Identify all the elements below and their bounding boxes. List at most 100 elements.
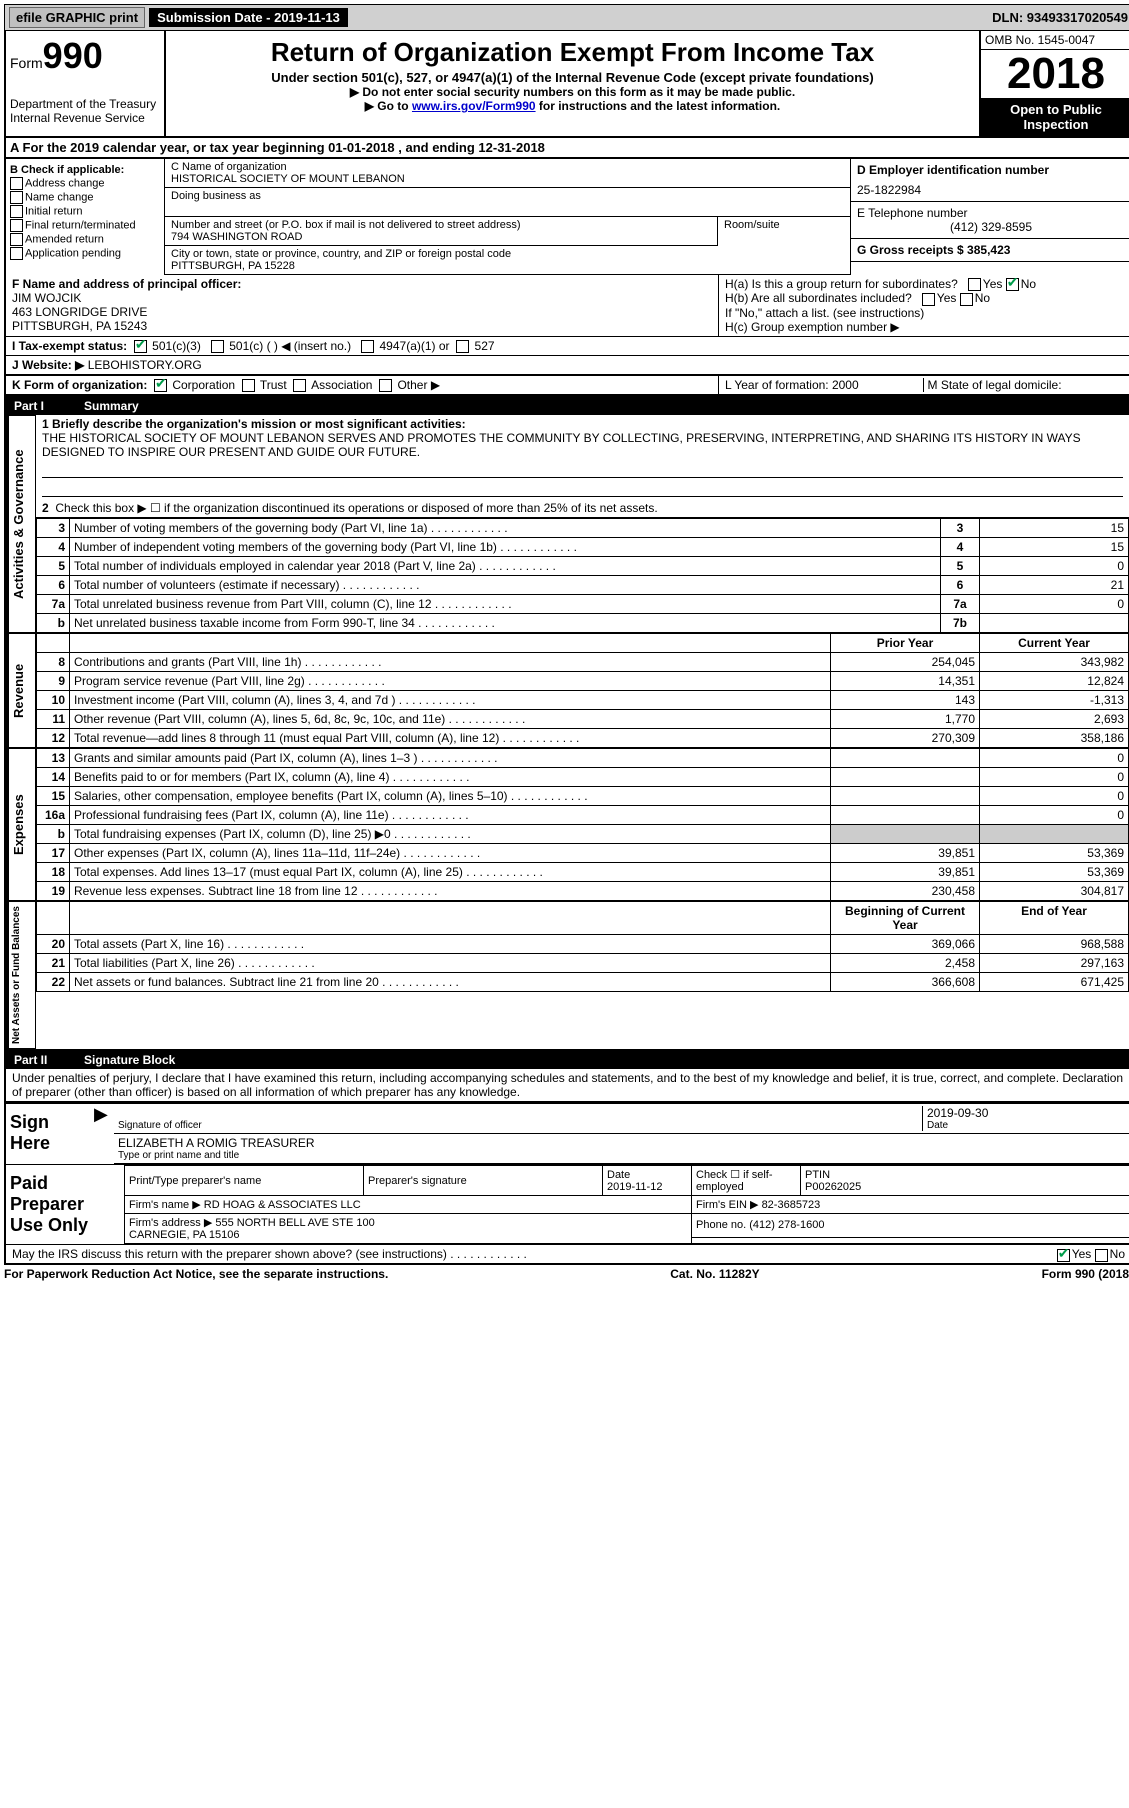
firm-phone: Phone no. (412) 278-1600 <box>692 1214 1129 1237</box>
room-cell: Room/suite <box>718 217 850 246</box>
sign-body: Signature of officer 2019-09-30 Date ELI… <box>114 1104 1129 1164</box>
section-lm: L Year of formation: 2000 M State of leg… <box>718 376 1129 394</box>
declaration: Under penalties of perjury, I declare th… <box>6 1069 1129 1101</box>
table-row: 19Revenue less expenses. Subtract line 1… <box>37 882 1129 901</box>
part-ii-header: Part II Signature Block <box>6 1051 1129 1069</box>
mission-text: THE HISTORICAL SOCIETY OF MOUNT LEBANON … <box>42 431 1123 459</box>
phone-cell: E Telephone number (412) 329-8595 <box>851 202 1129 239</box>
discuss-no[interactable] <box>1095 1249 1108 1262</box>
chk-501c3[interactable] <box>134 340 147 353</box>
chk-address[interactable]: Address change <box>10 177 160 190</box>
rev-table: Prior YearCurrent Year8Contributions and… <box>36 633 1129 748</box>
prep-label: Paid Preparer Use Only <box>6 1165 124 1244</box>
row-i: I Tax-exempt status: 501(c)(3) 501(c) ( … <box>4 337 1129 356</box>
header-right: OMB No. 1545-0047 2018 Open to Public In… <box>979 31 1129 136</box>
block-bcd: B Check if applicable: Address change Na… <box>4 159 1129 275</box>
chk-pending[interactable]: Application pending <box>10 247 160 260</box>
table-row: 17Other expenses (Part IX, column (A), l… <box>37 844 1129 863</box>
table-row: 18Total expenses. Add lines 13–17 (must … <box>37 863 1129 882</box>
chk-name[interactable]: Name change <box>10 191 160 204</box>
j-label: J Website: ▶ <box>12 358 84 372</box>
exp-content: 13Grants and similar amounts paid (Part … <box>36 748 1129 901</box>
discuss-yes[interactable] <box>1057 1249 1070 1262</box>
chk-trust[interactable] <box>242 379 255 392</box>
prep-sig-lbl: Preparer's signature <box>364 1166 603 1196</box>
submission-date: Submission Date - 2019-11-13 <box>149 8 348 27</box>
ein-cell: D Employer identification number 25-1822… <box>851 159 1129 202</box>
discuss-text: May the IRS discuss this return with the… <box>12 1247 527 1261</box>
city: PITTSBURGH, PA 15228 <box>171 260 844 272</box>
h-b: H(b) Are all subordinates included? Yes … <box>725 291 1125 305</box>
chk-501c[interactable] <box>211 340 224 353</box>
section-h: H(a) Is this a group return for subordin… <box>718 275 1129 336</box>
chk-initial[interactable]: Initial return <box>10 205 160 218</box>
street-label: Number and street (or P.O. box if mail i… <box>171 219 711 231</box>
gov-table: 3Number of voting members of the governi… <box>36 518 1129 633</box>
table-row: 8Contributions and grants (Part VIII, li… <box>37 653 1129 672</box>
chk-assoc[interactable] <box>293 379 306 392</box>
part-ii-title: Signature Block <box>84 1053 175 1067</box>
table-row: 21Total liabilities (Part X, line 26)2,4… <box>37 954 1129 973</box>
efile-print-button[interactable]: efile GRAPHIC print <box>9 7 145 28</box>
note-pre: ▶ Go to <box>365 99 412 113</box>
h-b-note: If "No," attach a list. (see instruction… <box>725 306 1125 320</box>
officer-addr1: 463 LONGRIDGE DRIVE <box>12 305 712 319</box>
chk-corp[interactable] <box>154 379 167 392</box>
prep-ptin: PTINP00262025 <box>801 1166 1129 1196</box>
table-row: 3Number of voting members of the governi… <box>37 519 1129 538</box>
website-cell: J Website: ▶ LEBOHISTORY.ORG <box>6 356 1129 374</box>
exp-section: Expenses 13Grants and similar amounts pa… <box>6 748 1129 901</box>
section-k: K Form of organization: Corporation Trus… <box>6 376 718 394</box>
omb-no: OMB No. 1545-0047 <box>981 31 1129 50</box>
sign-here-label: Sign Here <box>6 1104 94 1164</box>
irs-link[interactable]: www.irs.gov/Form990 <box>412 99 536 113</box>
note-link: ▶ Go to www.irs.gov/Form990 for instruct… <box>174 99 971 113</box>
state-domicile: M State of legal domicile: <box>924 378 1126 392</box>
sig-line-2: ELIZABETH A ROMIG TREASURER Type or prin… <box>114 1134 1129 1164</box>
gov-content: 1 Briefly describe the organization's mi… <box>36 415 1129 633</box>
rev-content: Prior YearCurrent Year8Contributions and… <box>36 633 1129 748</box>
chk-amended[interactable]: Amended return <box>10 233 160 246</box>
prep-selfemp[interactable]: Check ☐ if self-employed <box>692 1166 801 1196</box>
chk-other[interactable] <box>379 379 392 392</box>
part-i-title: Summary <box>84 399 139 413</box>
note-ssn: ▶ Do not enter social security numbers o… <box>174 85 971 99</box>
org-name: HISTORICAL SOCIETY OF MOUNT LEBANON <box>171 173 844 185</box>
chk-final[interactable]: Final return/terminated <box>10 219 160 232</box>
table-header: Beginning of Current YearEnd of Year <box>37 902 1129 935</box>
form-number: Form990 <box>10 35 160 77</box>
form-word: Form <box>10 55 43 71</box>
city-label: City or town, state or province, country… <box>171 248 844 260</box>
phone-label: E Telephone number <box>857 206 1125 220</box>
row-klm: K Form of organization: Corporation Trus… <box>4 376 1129 396</box>
city-cell: City or town, state or province, country… <box>165 246 850 275</box>
firm-addr: Firm's address ▶ 555 NORTH BELL AVE STE … <box>125 1214 692 1244</box>
officer-addr2: PITTSBURGH, PA 15243 <box>12 319 712 333</box>
sig-name: ELIZABETH A ROMIG TREASURER Type or prin… <box>118 1136 1127 1161</box>
part-i-num: Part I <box>14 399 84 413</box>
table-row: 10Investment income (Part VIII, column (… <box>37 691 1129 710</box>
ein-label: D Employer identification number <box>857 163 1125 177</box>
topbar: efile GRAPHIC print Submission Date - 20… <box>4 4 1129 31</box>
firm-ein: Firm's EIN ▶ 82-3685723 <box>692 1196 1129 1214</box>
prep-r2: Firm's name ▶ RD HOAG & ASSOCIATES LLC F… <box>125 1196 1129 1214</box>
table-row: 15Salaries, other compensation, employee… <box>37 787 1129 806</box>
dba-label: Doing business as <box>171 190 844 202</box>
table-row: 16aProfessional fundraising fees (Part I… <box>37 806 1129 825</box>
chk-4947[interactable] <box>361 340 374 353</box>
chk-527[interactable] <box>456 340 469 353</box>
net-side-label: Net Assets or Fund Balances <box>8 901 36 1049</box>
table-row: bTotal fundraising expenses (Part IX, co… <box>37 825 1129 844</box>
part-ii: Part II Signature Block Under penalties … <box>4 1051 1129 1103</box>
table-header: Prior YearCurrent Year <box>37 634 1129 653</box>
footer-mid: Cat. No. 11282Y <box>670 1267 759 1281</box>
tax-exempt: I Tax-exempt status: 501(c)(3) 501(c) ( … <box>6 337 1129 355</box>
org-name-label: C Name of organization <box>171 161 844 173</box>
net-table: Beginning of Current YearEnd of Year20To… <box>36 901 1129 992</box>
dln: DLN: 93493317020549 <box>992 10 1128 25</box>
section-c: C Name of organization HISTORICAL SOCIET… <box>165 159 850 275</box>
form-subtitle: Under section 501(c), 527, or 4947(a)(1)… <box>174 70 971 85</box>
table-row: 20Total assets (Part X, line 16)369,0669… <box>37 935 1129 954</box>
k-label: K Form of organization: <box>12 378 147 392</box>
table-row: 11Other revenue (Part VIII, column (A), … <box>37 710 1129 729</box>
